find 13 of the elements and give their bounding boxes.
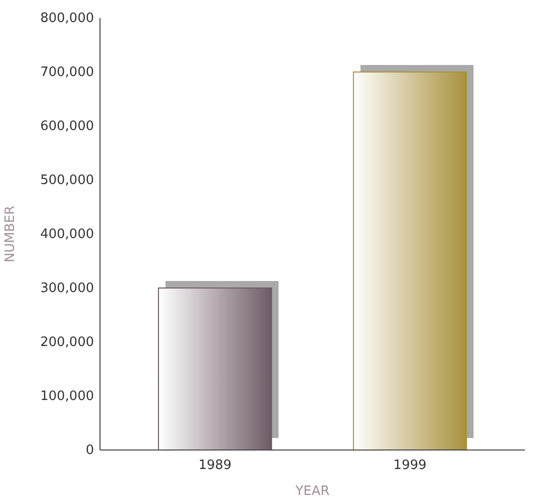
y-tick-label: 300,000 <box>40 281 94 296</box>
y-tick-label: 200,000 <box>40 335 94 350</box>
y-tick-label: 100,000 <box>40 389 94 404</box>
y-tick-label: 400,000 <box>40 227 94 242</box>
y-tick-label: 800,000 <box>40 11 94 26</box>
y-axis-title: NUMBER <box>3 206 18 262</box>
y-tick-label: 600,000 <box>40 119 94 134</box>
x-tick-label: 1999 <box>393 458 427 474</box>
y-tick-label: 500,000 <box>40 173 94 188</box>
y-tick-label: 0 <box>86 443 94 458</box>
y-tick-label: 700,000 <box>40 65 94 80</box>
x-tick-label: 1989 <box>198 458 232 474</box>
x-axis-title: YEAR <box>294 484 330 499</box>
